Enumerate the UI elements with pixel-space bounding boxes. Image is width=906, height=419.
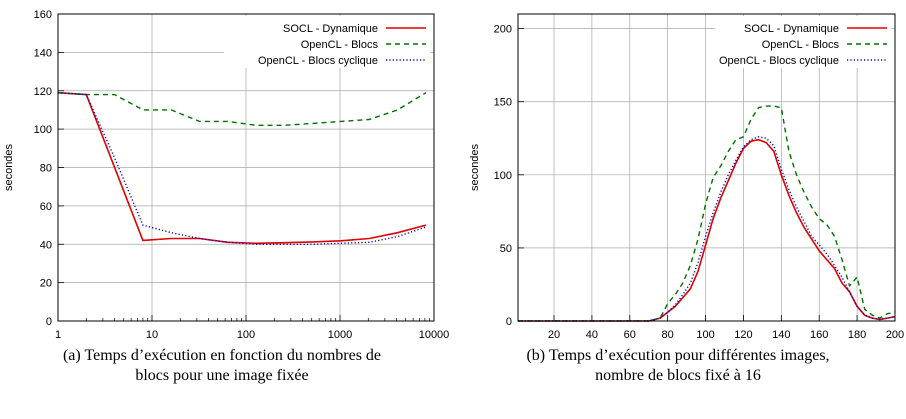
chart-b: 20406080100120140160180200050100150200im… xyxy=(469,13,904,341)
x-tick-label: 80 xyxy=(662,329,674,341)
x-tick-label: 100 xyxy=(696,329,714,341)
legend-label-3: OpenCL - Blocs cyclique xyxy=(258,55,378,67)
caption-b-line1: (b) Temps d’exécution pour différentes i… xyxy=(526,347,830,364)
y-tick-label: 60 xyxy=(40,201,52,213)
y-tick-label: 0 xyxy=(506,316,512,328)
y-tick-label: 120 xyxy=(34,86,52,98)
series-line-3 xyxy=(57,92,427,246)
caption-a-line1: (a) Temps d’exécution en fonction du nom… xyxy=(62,347,382,364)
y-tick-label: 100 xyxy=(34,124,52,136)
legend-label-3: OpenCL - Blocs cyclique xyxy=(719,55,839,67)
x-tick-label: 200 xyxy=(886,329,904,341)
x-tick-label: 40 xyxy=(586,329,598,341)
legend-label-2: OpenCL - Blocs xyxy=(301,39,379,51)
y-tick-label: 40 xyxy=(40,239,52,251)
x-tick-label: 100 xyxy=(237,329,255,341)
y-axis-label: secondes xyxy=(469,143,481,191)
legend-label-1: SOCL - Dynamique xyxy=(744,23,839,35)
series-line-2 xyxy=(518,105,896,322)
series-line-3 xyxy=(518,136,896,322)
x-tick-label: 10 xyxy=(146,329,158,341)
series-line-2 xyxy=(57,92,427,127)
legend-label-2: OpenCL - Blocs xyxy=(762,39,840,51)
x-tick-label: 180 xyxy=(848,329,866,341)
series-line-1 xyxy=(57,91,427,245)
x-tick-label: 60 xyxy=(624,329,636,341)
x-tick-label: 10000 xyxy=(419,329,450,341)
x-tick-label: 120 xyxy=(734,329,752,341)
caption-b: (b) Temps d’exécution pour différentes i… xyxy=(458,346,898,386)
caption-b-line2: nombre de blocs fixé à 16 xyxy=(595,367,761,384)
x-tick-label: 140 xyxy=(772,329,790,341)
x-tick-label: 1000 xyxy=(328,329,352,341)
y-tick-label: 0 xyxy=(46,316,52,328)
y-tick-label: 160 xyxy=(34,9,52,21)
legend-background xyxy=(224,16,430,68)
y-axis-label: secondes xyxy=(3,143,15,191)
x-tick-label: 1 xyxy=(55,329,61,341)
x-tick-label: 160 xyxy=(810,329,828,341)
x-tick-label: 20 xyxy=(548,329,560,341)
series-line-1 xyxy=(518,138,896,322)
plot-frame xyxy=(57,13,435,322)
y-tick-label: 100 xyxy=(494,170,512,182)
y-tick-label: 140 xyxy=(34,47,52,59)
legend-label-1: SOCL - Dynamique xyxy=(283,23,378,35)
y-tick-label: 80 xyxy=(40,163,52,175)
y-tick-label: 150 xyxy=(494,97,512,109)
y-tick-label: 20 xyxy=(40,278,52,290)
y-tick-label: 50 xyxy=(500,243,512,255)
caption-a-line2: blocs pour une image fixée xyxy=(135,367,309,384)
y-tick-label: 200 xyxy=(494,24,512,36)
caption-a: (a) Temps d’exécution en fonction du nom… xyxy=(2,346,442,386)
plot-frame xyxy=(517,13,896,322)
